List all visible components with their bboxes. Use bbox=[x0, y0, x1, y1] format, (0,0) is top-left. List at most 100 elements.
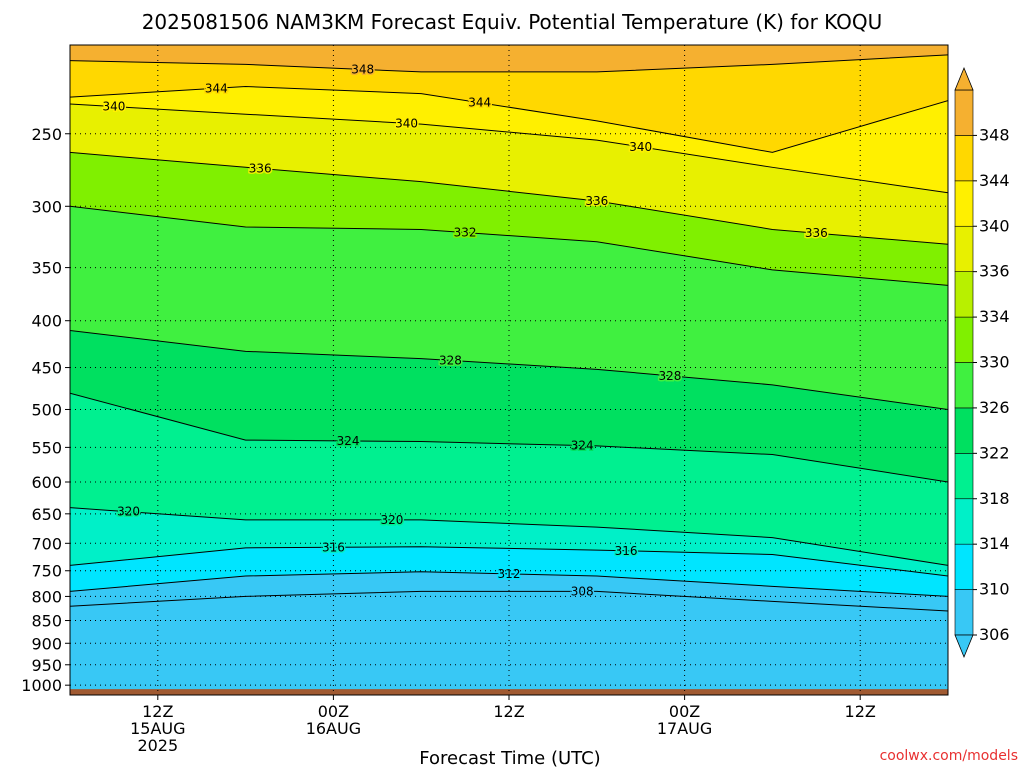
colorbar-swatch bbox=[954, 543, 974, 590]
y-tick-label: 950 bbox=[31, 656, 62, 675]
isentrope-324 bbox=[70, 392, 948, 483]
colorbar-label: 326 bbox=[979, 398, 1010, 417]
gridlines bbox=[70, 45, 948, 695]
isentrope-label: 340 bbox=[629, 140, 652, 154]
y-tick-label: 550 bbox=[31, 438, 62, 457]
isentrope-344 bbox=[70, 86, 948, 153]
isentrope-308 bbox=[70, 590, 948, 612]
isentrope-label: 308 bbox=[571, 584, 594, 598]
isentrope-label: 324 bbox=[571, 439, 594, 453]
colorbar-label: 322 bbox=[979, 443, 1010, 462]
theta-e-band-316 bbox=[70, 507, 948, 577]
isentrope-label: 348 bbox=[351, 62, 374, 76]
colorbar-label: 330 bbox=[979, 353, 1010, 372]
colorbar-swatch bbox=[954, 180, 974, 227]
x-tick-label: 12Z bbox=[845, 702, 876, 721]
isentrope-label: 336 bbox=[805, 226, 828, 240]
x-tick-label: 00Z bbox=[669, 702, 700, 721]
colorbar-swatch bbox=[954, 407, 974, 454]
colorbar-max-arrow bbox=[954, 66, 974, 91]
y-tick-label: 900 bbox=[31, 634, 62, 653]
source-credit: coolwx.com/models bbox=[880, 748, 1018, 764]
isentrope-328 bbox=[70, 330, 948, 410]
isentrope-label: 336 bbox=[585, 194, 608, 208]
y-tick-label: 450 bbox=[31, 359, 62, 378]
isentrope-336 bbox=[70, 151, 948, 245]
x-tick-label: 17AUG bbox=[657, 719, 712, 738]
y-tick-label: 700 bbox=[31, 534, 62, 553]
isentrope-contours: 348 344 344 340 340 340 336 336 336 332 328 328 324 3… bbox=[70, 54, 948, 612]
theta-e-band-312 bbox=[70, 546, 948, 597]
theta-e-band-332 bbox=[70, 152, 948, 286]
y-tick-label: 300 bbox=[31, 197, 62, 216]
theta-e-band-340 bbox=[70, 86, 948, 193]
y-tick-label: 850 bbox=[31, 612, 62, 631]
y-tick-label: 750 bbox=[31, 562, 62, 581]
isentrope-label: 316 bbox=[322, 540, 345, 554]
isentrope-label: 344 bbox=[205, 81, 228, 95]
y-tick-label: 250 bbox=[31, 125, 62, 144]
isentrope-label: 340 bbox=[102, 100, 125, 114]
colorbar-label: 310 bbox=[979, 580, 1010, 599]
isentrope-label: 324 bbox=[337, 434, 360, 448]
colorbar-min-arrow bbox=[954, 634, 974, 659]
colorbar-label: 344 bbox=[979, 171, 1010, 190]
x-tick-label: 12Z bbox=[142, 702, 173, 721]
theta-e-band-324 bbox=[70, 330, 948, 482]
isentrope-label: 320 bbox=[380, 513, 403, 527]
isentrope-340 bbox=[70, 103, 948, 194]
ground-surface bbox=[70, 689, 948, 695]
chart-title: 2025081506 NAM3KM Forecast Equiv. Potent… bbox=[142, 10, 883, 34]
theta-e-band-308 bbox=[70, 571, 948, 612]
isentrope-label: 328 bbox=[659, 369, 682, 383]
x-tick-label: 15AUG bbox=[130, 719, 185, 738]
colorbar: 306 310 314 318 322 326 330 334 336 340 344 348 bbox=[954, 66, 1010, 659]
plot-area bbox=[70, 45, 948, 695]
y-tick-label: 1000 bbox=[21, 676, 62, 695]
colorbar-swatch bbox=[954, 135, 974, 182]
x-tick-label: 00Z bbox=[318, 702, 349, 721]
colorbar-label: 314 bbox=[979, 534, 1010, 553]
isentrope-label: 328 bbox=[439, 353, 462, 367]
y-tick-label: 350 bbox=[31, 259, 62, 278]
colorbar-swatch bbox=[954, 271, 974, 318]
x-tick-label: 12Z bbox=[493, 702, 524, 721]
theta-e-band-348 bbox=[70, 45, 948, 72]
isentrope-label: 340 bbox=[395, 116, 418, 130]
isentrope-label: 320 bbox=[117, 505, 140, 519]
axes: 250 300 350 400 450 500 550 600 650 700 750 800 850 9… bbox=[21, 44, 949, 755]
isentrope-320 bbox=[70, 507, 948, 566]
isentrope-316 bbox=[70, 546, 948, 577]
colorbar-swatch bbox=[954, 362, 974, 409]
theta-e-band-320 bbox=[70, 393, 948, 566]
isentrope-348 bbox=[70, 54, 948, 73]
isentrope-label: 316 bbox=[615, 544, 638, 558]
isentrope-label: 344 bbox=[468, 96, 491, 110]
theta-e-band-336 bbox=[70, 104, 948, 245]
x-axis-title: Forecast Time (UTC) bbox=[419, 748, 600, 768]
colorbar-swatch bbox=[954, 498, 974, 545]
colorbar-swatch bbox=[954, 316, 974, 363]
isentrope-label: 336 bbox=[249, 162, 272, 176]
y-tick-label: 650 bbox=[31, 505, 62, 524]
isentrope-312 bbox=[70, 571, 948, 597]
y-tick-label: 600 bbox=[31, 473, 62, 492]
colorbar-swatch bbox=[954, 453, 974, 500]
colorbar-label: 336 bbox=[979, 262, 1010, 281]
x-tick-label: 16AUG bbox=[306, 719, 361, 738]
colorbar-label: 334 bbox=[979, 307, 1010, 326]
colorbar-label: 340 bbox=[979, 216, 1010, 235]
isentrope-label: 332 bbox=[454, 226, 477, 240]
colorbar-label: 348 bbox=[979, 125, 1010, 144]
x-tick-label: 2025 bbox=[137, 736, 178, 755]
colorbar-swatch bbox=[954, 589, 974, 636]
isentrope-label: 312 bbox=[498, 567, 521, 581]
y-tick-label: 400 bbox=[31, 312, 62, 331]
theta-e-band-344 bbox=[70, 54, 948, 153]
colorbar-swatch bbox=[954, 225, 974, 272]
colorbar-label: 318 bbox=[979, 489, 1010, 508]
theta-e-band-328 bbox=[70, 206, 948, 410]
colorbar-swatch bbox=[954, 89, 974, 136]
y-tick-label: 500 bbox=[31, 400, 62, 419]
